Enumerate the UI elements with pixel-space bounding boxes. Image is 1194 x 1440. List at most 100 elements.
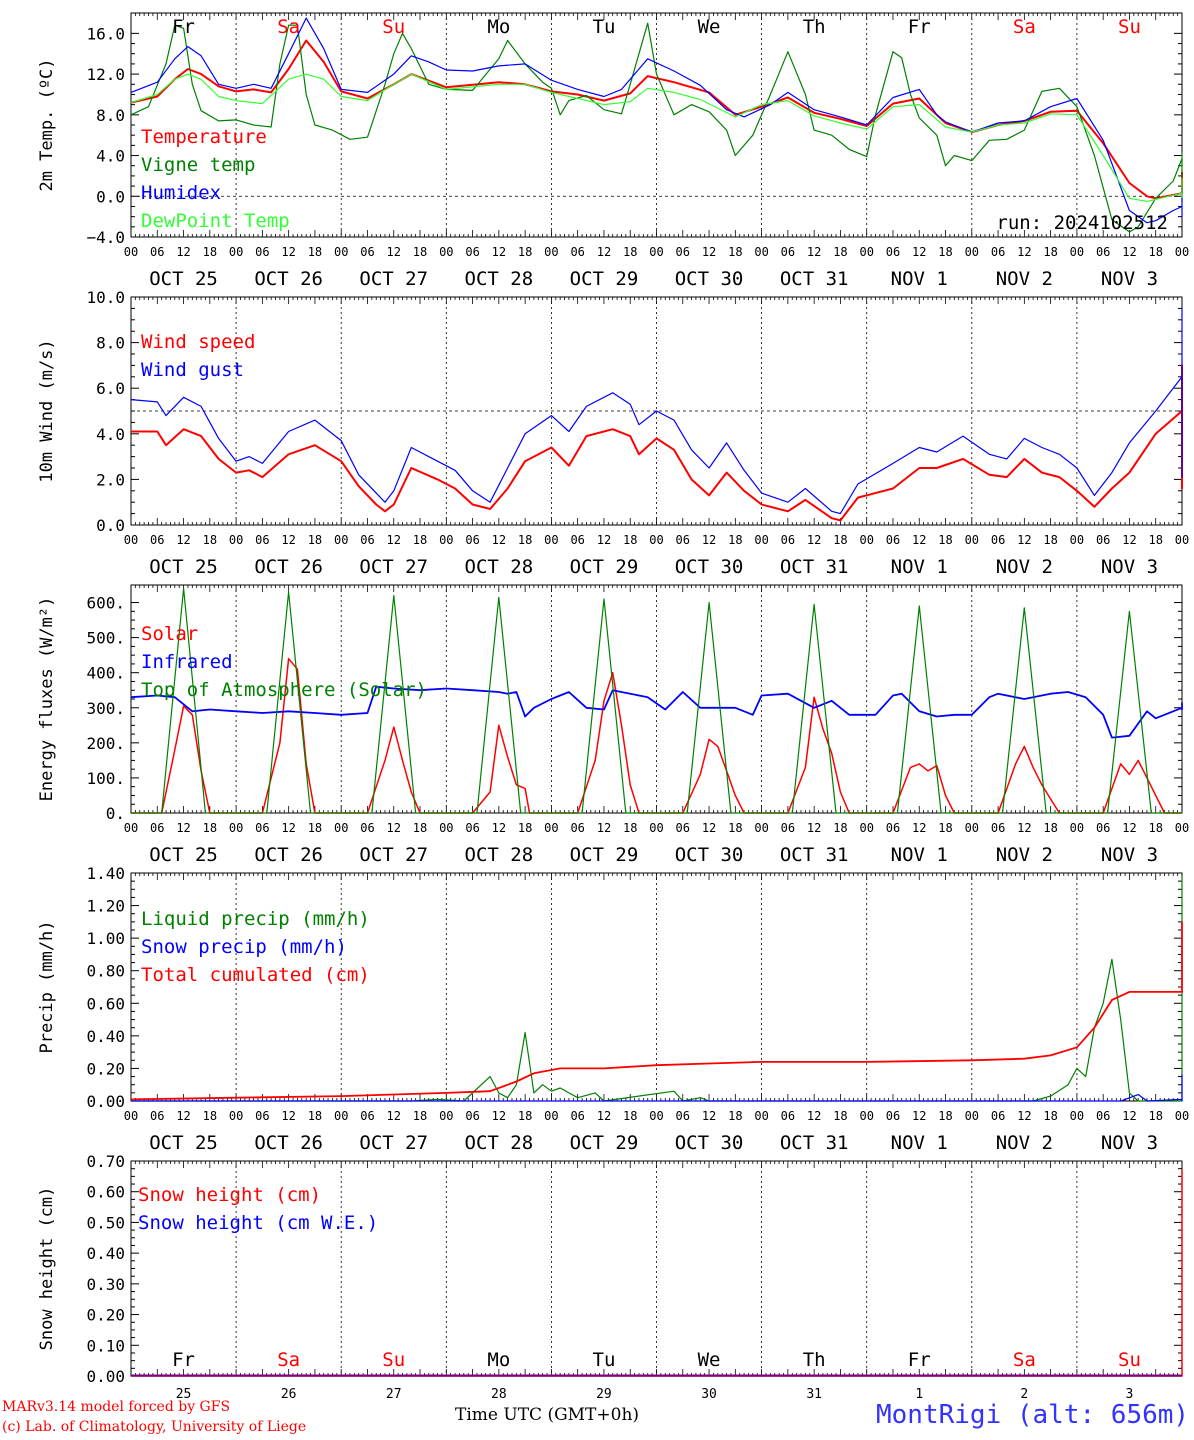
hour-label: 18 [623,533,637,547]
hour-label: 12 [1122,821,1136,835]
legend-entry: Vigne temp [141,154,255,176]
hour-label: 00 [124,245,138,259]
hour-label: 00 [124,821,138,835]
hour-label: 18 [1148,821,1162,835]
day-name: Sa [1013,1349,1036,1371]
hour-label: 18 [518,245,532,259]
y-tick-label: 6.0 [96,379,125,398]
day-number: 27 [386,1387,402,1400]
y-axis-label: Snow height (cm) [37,1187,57,1351]
date-label: NOV 2 [996,268,1053,290]
y-tick-label: 100. [86,769,125,788]
date-label: OCT 25 [149,844,218,866]
y-tick-label: 0.60 [86,1183,125,1202]
hour-label: 18 [413,533,427,547]
hour-label: 00 [439,245,453,259]
y-tick-label: 0.40 [86,1027,125,1046]
panel-temp: −4.0 0.0 4.0 8.0 12.0 16.0 2m Temp. (ºC) Temper… [37,12,1189,290]
date-label: OCT 31 [780,844,849,866]
date-label: OCT 29 [570,844,639,866]
hour-label: 06 [676,245,690,259]
y-tick-label: 1.40 [86,864,125,883]
hour-label: 18 [623,1109,637,1123]
hour-label: 18 [1043,245,1057,259]
date-label: OCT 30 [675,556,744,578]
series-line-humidex [130,17,1183,224]
hour-label: 06 [781,533,795,547]
hour-label: 06 [886,533,900,547]
hour-label: 18 [728,533,742,547]
hour-label: 12 [387,533,401,547]
hour-label: 12 [176,821,190,835]
date-label: OCT 26 [254,556,323,578]
hour-label: 00 [544,821,558,835]
hour-label: 18 [518,821,532,835]
hour-label: 12 [281,821,295,835]
hour-label: 00 [1070,245,1084,259]
hour-label: 06 [1096,821,1110,835]
day-name: Fr [172,16,195,38]
hour-label: 12 [807,1109,821,1123]
hour-label: 12 [387,1109,401,1123]
hour-label: 12 [597,821,611,835]
hour-label: 00 [229,245,243,259]
date-label: OCT 27 [359,844,428,866]
hour-label: 06 [150,821,164,835]
hour-label: 18 [1043,821,1057,835]
hour-label: 06 [255,533,269,547]
hour-label: 06 [570,533,584,547]
date-label: OCT 30 [675,844,744,866]
hour-label: 12 [702,533,716,547]
hour-label: 00 [124,533,138,547]
hour-label: 18 [938,245,952,259]
day-number: 31 [806,1387,822,1400]
hour-label: 12 [1122,533,1136,547]
day-name: Tu [593,16,616,38]
hour-label: 06 [360,245,374,259]
series-line-wind-gust [130,307,1183,515]
y-tick-label: 8.0 [96,334,125,353]
day-name: Su [1118,1349,1141,1371]
hour-label: 18 [203,1109,217,1123]
hour-label: 18 [203,533,217,547]
date-label: OCT 25 [149,556,218,578]
y-tick-label: 600. [86,594,125,613]
y-tick-label: 4.0 [96,425,125,444]
hour-label: 18 [1148,245,1162,259]
hour-label: 12 [912,1109,926,1123]
date-label: NOV 1 [891,556,948,578]
day-name: Fr [908,1349,931,1371]
y-tick-label: 0.60 [86,994,125,1013]
panel-energy: 0. 100. 200. 300. 400. 500. 600. Energy fluxes … [37,584,1189,866]
date-label: NOV 1 [891,268,948,290]
y-axis-label: 10m Wind (m/s) [37,339,57,482]
day-name: Sa [1013,16,1036,38]
hour-label: 06 [150,245,164,259]
hour-label: 06 [360,1109,374,1123]
date-label: OCT 27 [359,1132,428,1154]
day-name: Su [382,1349,405,1371]
hour-label: 00 [1175,245,1189,259]
y-tick-label: 0.30 [86,1275,125,1294]
legend-entry: Liquid precip (mm/h) [141,908,370,930]
y-tick-label: 2.0 [96,470,125,489]
date-label: OCT 26 [254,268,323,290]
hour-label: 00 [439,1109,453,1123]
hour-label: 06 [991,245,1005,259]
date-label: NOV 1 [891,844,948,866]
hour-label: 00 [859,1109,873,1123]
hour-label: 18 [623,821,637,835]
legend-entry: DewPoint Temp [141,210,290,232]
date-label: NOV 2 [996,556,1053,578]
hour-label: 00 [1070,533,1084,547]
hour-label: 12 [702,821,716,835]
hour-label: 18 [518,1109,532,1123]
series-line-top-of-atmosphere-solar- [131,587,1182,814]
date-label: OCT 26 [254,844,323,866]
hour-label: 06 [676,821,690,835]
hour-label: 18 [518,533,532,547]
hour-label: 18 [833,821,847,835]
hour-label: 12 [492,821,506,835]
hour-label: 12 [1017,533,1031,547]
legend-entry: Snow precip (mm/h) [141,936,347,958]
